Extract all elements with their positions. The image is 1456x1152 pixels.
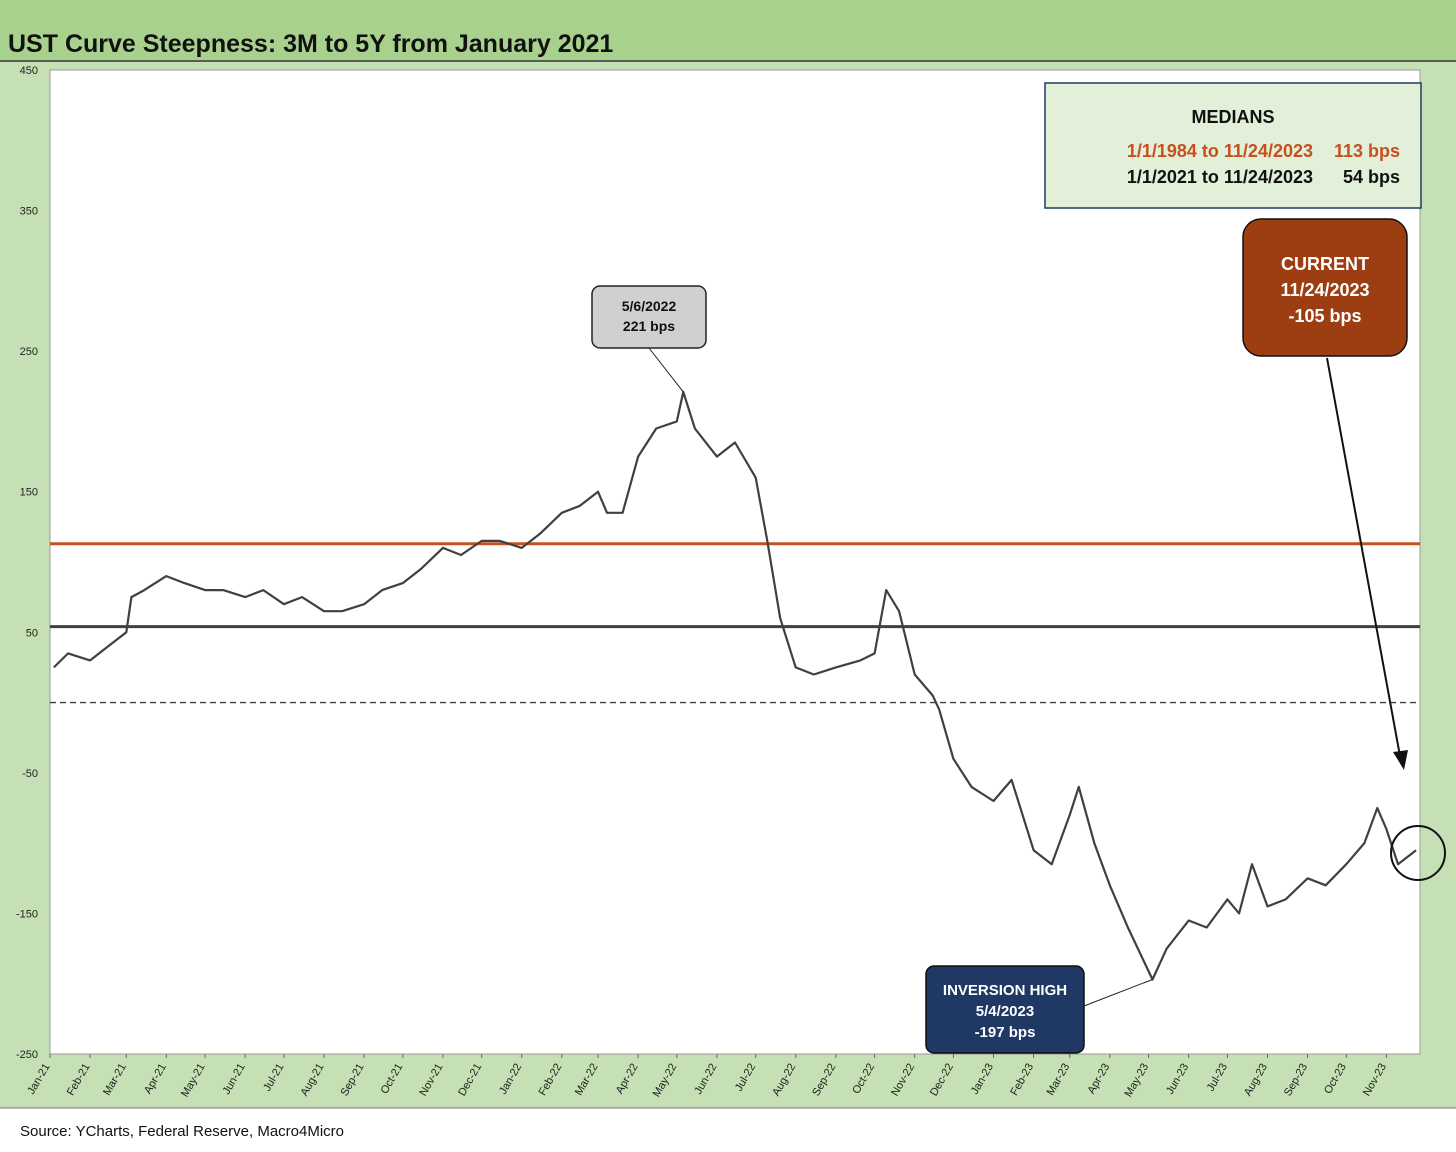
plot-area bbox=[49, 69, 1421, 1055]
y-tick-label: -50 bbox=[22, 768, 38, 780]
current-callout-box bbox=[1242, 218, 1408, 357]
peak-callout-value: 221 bps bbox=[623, 318, 675, 334]
inversion-callout-label: INVERSION HIGH bbox=[943, 982, 1067, 999]
current-arrow-head bbox=[1393, 750, 1408, 770]
current-callout-label: CURRENT bbox=[1281, 254, 1369, 274]
series-layer bbox=[53, 390, 1417, 981]
inversion-callout-value: -197 bps bbox=[975, 1024, 1036, 1041]
medians-row-2-value: 54 bps bbox=[1343, 167, 1400, 187]
y-tick-label: 150 bbox=[20, 487, 38, 499]
current-point-circle bbox=[1390, 825, 1446, 881]
y-axis: 450 350 250 150 50 -50 -150 -250 bbox=[16, 65, 38, 1061]
inversion-callout: INVERSION HIGH 5/4/2023 -197 bps bbox=[925, 965, 1085, 1054]
chart-title: UST Curve Steepness: 3M to 5Y from Janua… bbox=[8, 30, 613, 58]
peak-callout: 5/6/2022 221 bps bbox=[591, 285, 707, 349]
y-tick-label: 450 bbox=[20, 65, 38, 77]
callout-connectors bbox=[648, 347, 1408, 1007]
medians-row-1-range: 1/1/1984 to 11/24/2023 bbox=[1127, 141, 1313, 161]
title-bar bbox=[0, 0, 1456, 60]
current-callout-value: -105 bps bbox=[1288, 306, 1361, 326]
reference-lines bbox=[50, 542, 1420, 704]
source-note: Source: YCharts, Federal Reserve, Macro4… bbox=[20, 1123, 344, 1140]
y-tick-label: 350 bbox=[20, 206, 38, 218]
peak-callout-date: 5/6/2022 bbox=[622, 298, 677, 314]
medians-row-1-value: 113 bps bbox=[1334, 141, 1400, 161]
inversion-callout-date: 5/4/2023 bbox=[976, 1003, 1034, 1020]
medians-box: MEDIANS 1/1/1984 to 11/24/2023 113 bps 1… bbox=[1044, 82, 1422, 209]
source-bar bbox=[0, 1108, 1456, 1147]
current-arrow bbox=[1326, 357, 1401, 757]
inversion-callout-box bbox=[925, 965, 1085, 1054]
current-callout-date: 11/24/2023 bbox=[1280, 280, 1369, 300]
spread-series-line bbox=[53, 390, 1417, 981]
medians-heading: MEDIANS bbox=[1191, 107, 1274, 127]
peak-connector bbox=[648, 347, 684, 393]
medians-row-2-range: 1/1/2021 to 11/24/2023 bbox=[1127, 167, 1313, 187]
y-tick-label: -250 bbox=[16, 1049, 38, 1061]
peak-callout-box bbox=[591, 285, 707, 349]
medians-box-background bbox=[1044, 82, 1422, 209]
inversion-connector bbox=[1083, 979, 1153, 1007]
y-tick-label: -150 bbox=[16, 908, 38, 920]
y-tick-label: 50 bbox=[26, 627, 38, 639]
y-tick-label: 250 bbox=[20, 346, 38, 358]
current-callout: CURRENT 11/24/2023 -105 bps bbox=[1242, 218, 1408, 357]
